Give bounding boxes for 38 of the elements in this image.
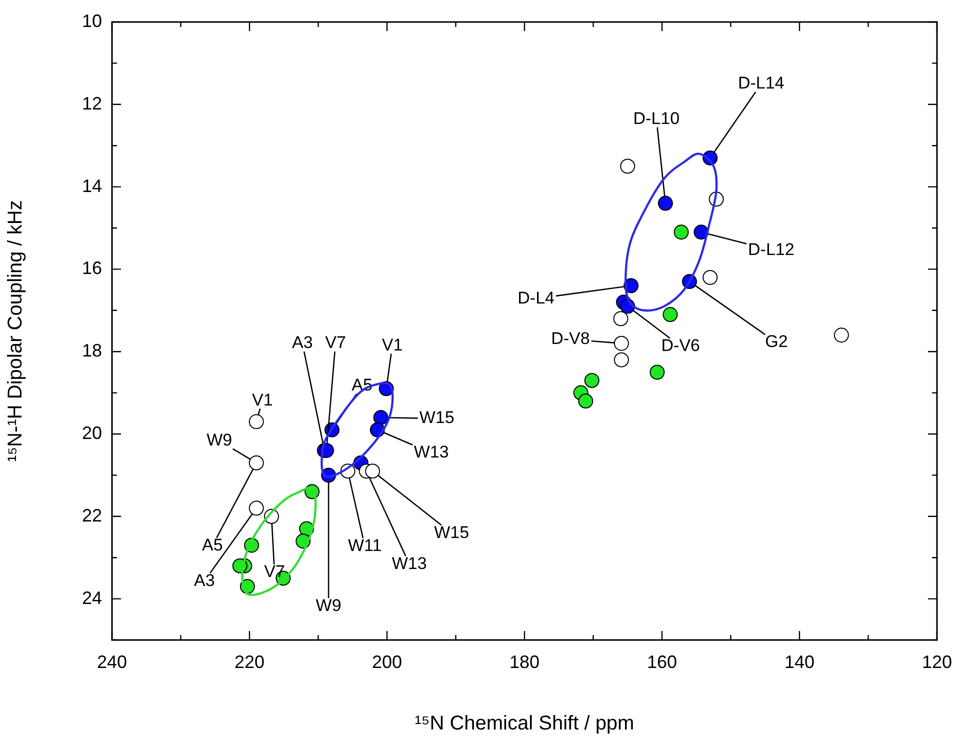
annotation: D-V6 bbox=[661, 336, 700, 355]
annotation: V7 bbox=[325, 333, 346, 352]
annotation: V7 bbox=[264, 562, 285, 582]
annotation: W13 bbox=[392, 554, 427, 573]
annotation: D-L4 bbox=[518, 288, 554, 308]
annotation: W9 bbox=[316, 596, 342, 615]
annotation: W15 bbox=[434, 522, 470, 542]
y-axis-title: ¹⁵N-¹H Dipolar Coupling / kHz bbox=[4, 200, 27, 462]
y-tick-label: 14 bbox=[82, 176, 102, 196]
annotation: G2 bbox=[765, 332, 788, 352]
annotation: V1 bbox=[252, 390, 273, 410]
x-tick-label: 160 bbox=[646, 652, 678, 672]
y-tick-label: 18 bbox=[82, 340, 102, 361]
annotation: D-L12 bbox=[748, 240, 794, 259]
annotation: W13 bbox=[414, 442, 449, 462]
annotation: A5 bbox=[202, 536, 223, 555]
x-tick-label: 200 bbox=[372, 652, 402, 672]
x-tick-label: 240 bbox=[96, 652, 128, 672]
y-tick-label: 22 bbox=[82, 505, 102, 526]
y-tick-label: 20 bbox=[82, 422, 102, 443]
annotation: A3 bbox=[194, 570, 215, 590]
x-tick-label: 180 bbox=[509, 652, 540, 672]
y-tick-label: 10 bbox=[82, 10, 102, 31]
annotation: D-V8 bbox=[551, 329, 590, 348]
annotation: D-L10 bbox=[633, 108, 680, 128]
y-tick-label: 16 bbox=[82, 258, 102, 278]
y-tick-label: 12 bbox=[82, 93, 102, 114]
x-tick-label: 120 bbox=[922, 652, 952, 672]
y-tick-label: 24 bbox=[82, 588, 102, 608]
x-tick-label: 140 bbox=[784, 652, 815, 672]
annotation: W15 bbox=[419, 408, 454, 428]
annotation: W9 bbox=[206, 430, 232, 450]
annotation: D-L14 bbox=[738, 74, 784, 93]
x-axis-title: ¹⁵N Chemical Shift / ppm bbox=[414, 712, 634, 735]
annotation: W11 bbox=[348, 536, 382, 555]
annotation: A3 bbox=[292, 333, 313, 352]
annotation: V1 bbox=[382, 335, 403, 354]
x-tick-label: 220 bbox=[234, 652, 265, 672]
